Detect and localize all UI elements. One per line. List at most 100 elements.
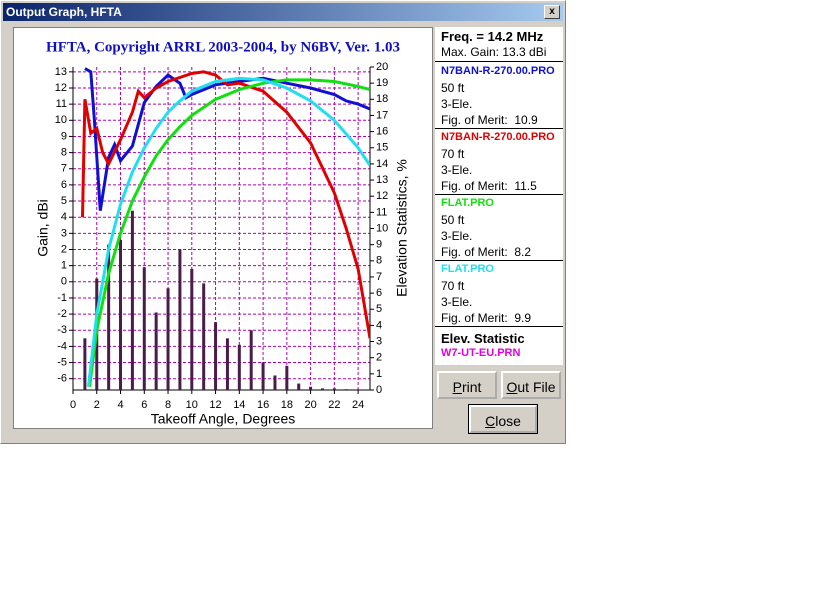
x-tick-label: 22 <box>328 399 340 411</box>
y-tick-label: 2 <box>61 243 67 255</box>
separator <box>435 260 563 261</box>
bar <box>154 312 158 390</box>
y2-tick-label: 19 <box>376 77 388 89</box>
chart: HFTA, Copyright ARRL 2003-2004, by N6BV,… <box>35 39 410 427</box>
close-button[interactable]: Close <box>468 404 538 434</box>
y-tick-label: -4 <box>57 340 67 352</box>
x-axis-label: Takeoff Angle, Degrees <box>151 411 296 427</box>
bar <box>320 388 324 390</box>
x-tick-label: 6 <box>141 399 147 411</box>
legend-merit: Fig. of Merit: 10.9 <box>441 113 538 127</box>
y2-tick-label: 15 <box>376 142 388 154</box>
button-label: Print <box>452 379 482 395</box>
x-tick-label: 0 <box>70 399 76 411</box>
print-button[interactable]: Print <box>437 371 497 399</box>
y2-tick-label: 8 <box>376 255 382 267</box>
y2-axis-label: Elevation Statistics, % <box>394 159 410 297</box>
y-axis-label: Gain, dBi <box>35 199 51 257</box>
separator <box>435 194 563 195</box>
y-tick-label: 1 <box>61 260 67 272</box>
stat-heading: Elev. Statistic <box>441 331 525 346</box>
bar <box>202 283 206 390</box>
y2-tick-label: 0 <box>376 384 382 396</box>
legend-height: 50 ft <box>441 213 465 227</box>
legend-height: 50 ft <box>441 81 465 95</box>
y2-tick-label: 2 <box>376 352 382 364</box>
window-title: Output Graph, HFTA <box>6 5 122 19</box>
bar <box>142 267 146 390</box>
close-window-button[interactable]: x <box>544 5 560 19</box>
y-tick-label: 9 <box>61 130 67 142</box>
x-tick-label: 8 <box>165 399 171 411</box>
legend-elements: 3-Ele. <box>441 163 473 177</box>
y-tick-label: 12 <box>55 82 67 94</box>
y2-tick-label: 10 <box>376 222 388 234</box>
x-tick-label: 18 <box>281 399 293 411</box>
legend-entry-name: N7BAN-R-270.00.PRO <box>441 131 555 143</box>
separator <box>435 326 563 327</box>
y-tick-label: 10 <box>55 114 67 126</box>
legend-panel: Freq. = 14.2 MHz Max. Gain: 13.3 dBi N7B… <box>435 27 563 365</box>
y2-tick-label: 14 <box>376 158 388 170</box>
y2-tick-label: 5 <box>376 303 382 315</box>
title-bar: Output Graph, HFTA x <box>3 3 563 21</box>
bar <box>285 365 289 390</box>
bar <box>225 338 229 390</box>
bar <box>249 330 253 390</box>
y-tick-label: -6 <box>57 373 67 385</box>
gain-line <box>81 70 370 339</box>
x-tick-label: 12 <box>209 399 221 411</box>
bar <box>344 389 348 390</box>
y-tick-label: -1 <box>57 292 67 304</box>
y2-tick-label: 3 <box>376 335 382 347</box>
legend-entry-name: FLAT.PRO <box>441 197 494 209</box>
gain-line <box>84 67 370 211</box>
frequency: Freq. = 14.2 MHz <box>441 29 544 44</box>
out-file-button[interactable]: Out File <box>501 371 561 399</box>
bar <box>107 244 111 390</box>
x-tick-label: 4 <box>117 399 123 411</box>
y-tick-label: -3 <box>57 324 67 336</box>
y-tick-label: -5 <box>57 356 67 368</box>
bar <box>178 249 182 390</box>
y-tick-label: 0 <box>61 276 67 288</box>
y-tick-label: 8 <box>61 147 67 159</box>
x-tick-label: 24 <box>352 399 364 411</box>
bar <box>332 388 336 390</box>
y2-tick-label: 7 <box>376 271 382 283</box>
gain-line <box>86 76 370 387</box>
button-label: Close <box>485 413 521 429</box>
y-tick-label: 7 <box>61 163 67 175</box>
legend-merit: Fig. of Merit: 9.9 <box>441 311 532 325</box>
legend-height: 70 ft <box>441 279 465 293</box>
legend-entry-name: FLAT.PRO <box>441 263 494 275</box>
y2-tick-label: 18 <box>376 93 388 105</box>
x-tick-label: 14 <box>233 399 245 411</box>
bar <box>309 386 313 390</box>
y-tick-label: -2 <box>57 308 67 320</box>
bar <box>261 362 265 390</box>
y2-tick-label: 11 <box>376 206 387 218</box>
y-tick-label: 6 <box>61 179 67 191</box>
bar <box>83 338 87 390</box>
x-tick-label: 20 <box>304 399 316 411</box>
legend-elements: 3-Ele. <box>441 97 473 111</box>
chart-title: HFTA, Copyright ARRL 2003-2004, by N6BV,… <box>46 39 400 55</box>
y-tick-label: 13 <box>55 66 67 78</box>
bar <box>166 288 170 390</box>
legend-entry-name: W7-UT-EU.PRN <box>441 347 521 359</box>
bar <box>119 239 123 390</box>
y-tick-label: 3 <box>61 227 67 239</box>
y-tick-label: 4 <box>61 211 67 223</box>
bar <box>297 383 301 390</box>
bar <box>214 322 218 390</box>
y2-tick-label: 16 <box>376 126 388 138</box>
y2-tick-label: 13 <box>376 174 388 186</box>
legend-elements: 3-Ele. <box>441 295 473 309</box>
gain-line <box>88 78 370 387</box>
bar <box>130 210 134 390</box>
y2-tick-label: 6 <box>376 287 382 299</box>
y2-tick-label: 17 <box>376 109 388 121</box>
y2-tick-label: 12 <box>376 190 388 202</box>
y-tick-label: 5 <box>61 195 67 207</box>
